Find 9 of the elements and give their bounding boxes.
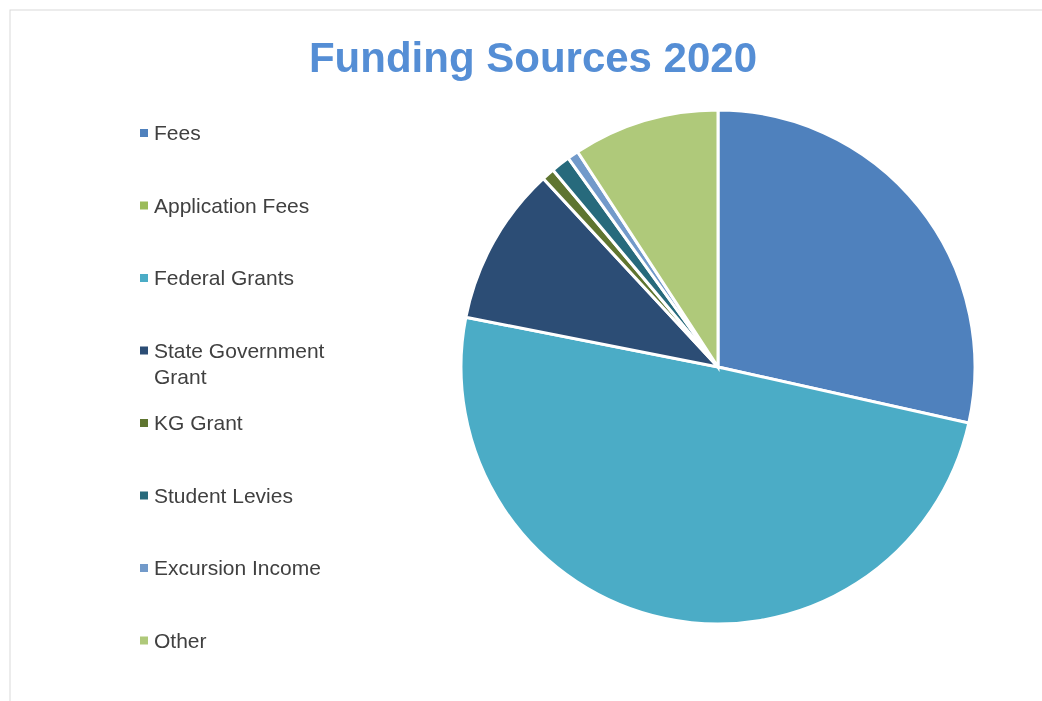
- legend-label: Student Levies: [154, 483, 293, 507]
- legend-label: Excursion Income: [154, 556, 321, 579]
- legend-label: Federal Grants: [154, 266, 295, 289]
- legend-label: Fees: [154, 121, 201, 144]
- legend-label: Other: [154, 628, 207, 652]
- chart-title: Funding Sources 2020: [308, 34, 758, 81]
- legend-label: KG Grant: [154, 411, 243, 434]
- legend-label: Application Fees: [154, 193, 310, 217]
- legend-label: State Government Grant: [154, 338, 325, 388]
